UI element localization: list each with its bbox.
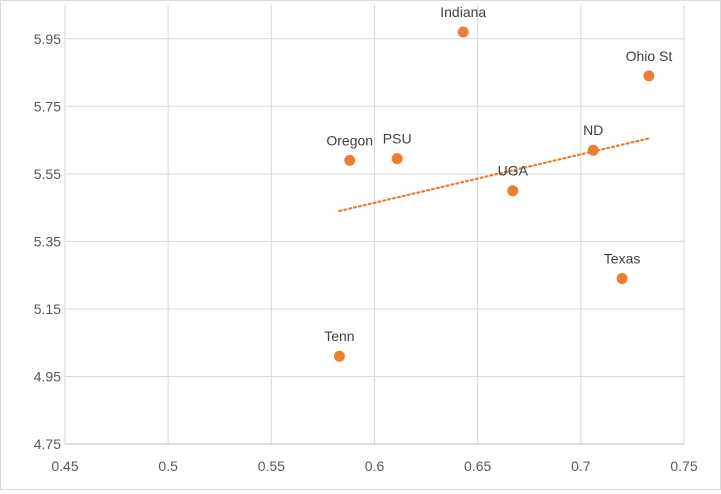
trendline — [338, 137, 651, 213]
points-group: Indiana Ohio St Oregon PSU ND UGA Texas Tenn — [324, 4, 672, 362]
data-point — [643, 70, 655, 82]
y-tick-label: 4.95 — [34, 368, 61, 384]
data-point — [344, 154, 356, 166]
y-tick-label: 5.75 — [34, 98, 61, 114]
point-label: Oregon — [326, 132, 373, 148]
point-label: ND — [583, 122, 603, 138]
x-tick-label: 0.5 — [158, 458, 178, 474]
grid — [64, 5, 685, 444]
point-label: Indiana — [440, 4, 486, 20]
x-tick-label: 0.6 — [365, 458, 385, 474]
y-tick-label: 5.55 — [34, 166, 61, 182]
point-label: UGA — [498, 163, 529, 179]
y-tick-label: 5.95 — [34, 31, 61, 47]
data-point — [457, 26, 469, 38]
y-tick-label: 5.35 — [34, 233, 61, 249]
data-point — [333, 350, 345, 362]
x-tick-label: 0.45 — [51, 458, 78, 474]
x-tick-label: 0.75 — [670, 458, 697, 474]
y-tick-label: 4.75 — [34, 436, 61, 452]
point-label: Ohio St — [626, 48, 673, 64]
data-point — [507, 185, 519, 197]
x-tick-label: 0.55 — [258, 458, 285, 474]
axes: 0.45 0.5 0.55 0.6 0.65 0.7 0.75 4.75 4.95 5.15 5.3… — [34, 31, 698, 474]
data-point — [587, 144, 599, 156]
trendline-group — [338, 137, 651, 213]
y-tick-label: 5.15 — [34, 301, 61, 317]
data-point — [391, 153, 403, 165]
point-label: PSU — [383, 131, 412, 147]
x-tick-label: 0.7 — [571, 458, 591, 474]
x-tick-label: 0.65 — [464, 458, 491, 474]
data-point — [616, 273, 628, 285]
point-label: Tenn — [324, 328, 354, 344]
point-label: Texas — [604, 251, 641, 267]
